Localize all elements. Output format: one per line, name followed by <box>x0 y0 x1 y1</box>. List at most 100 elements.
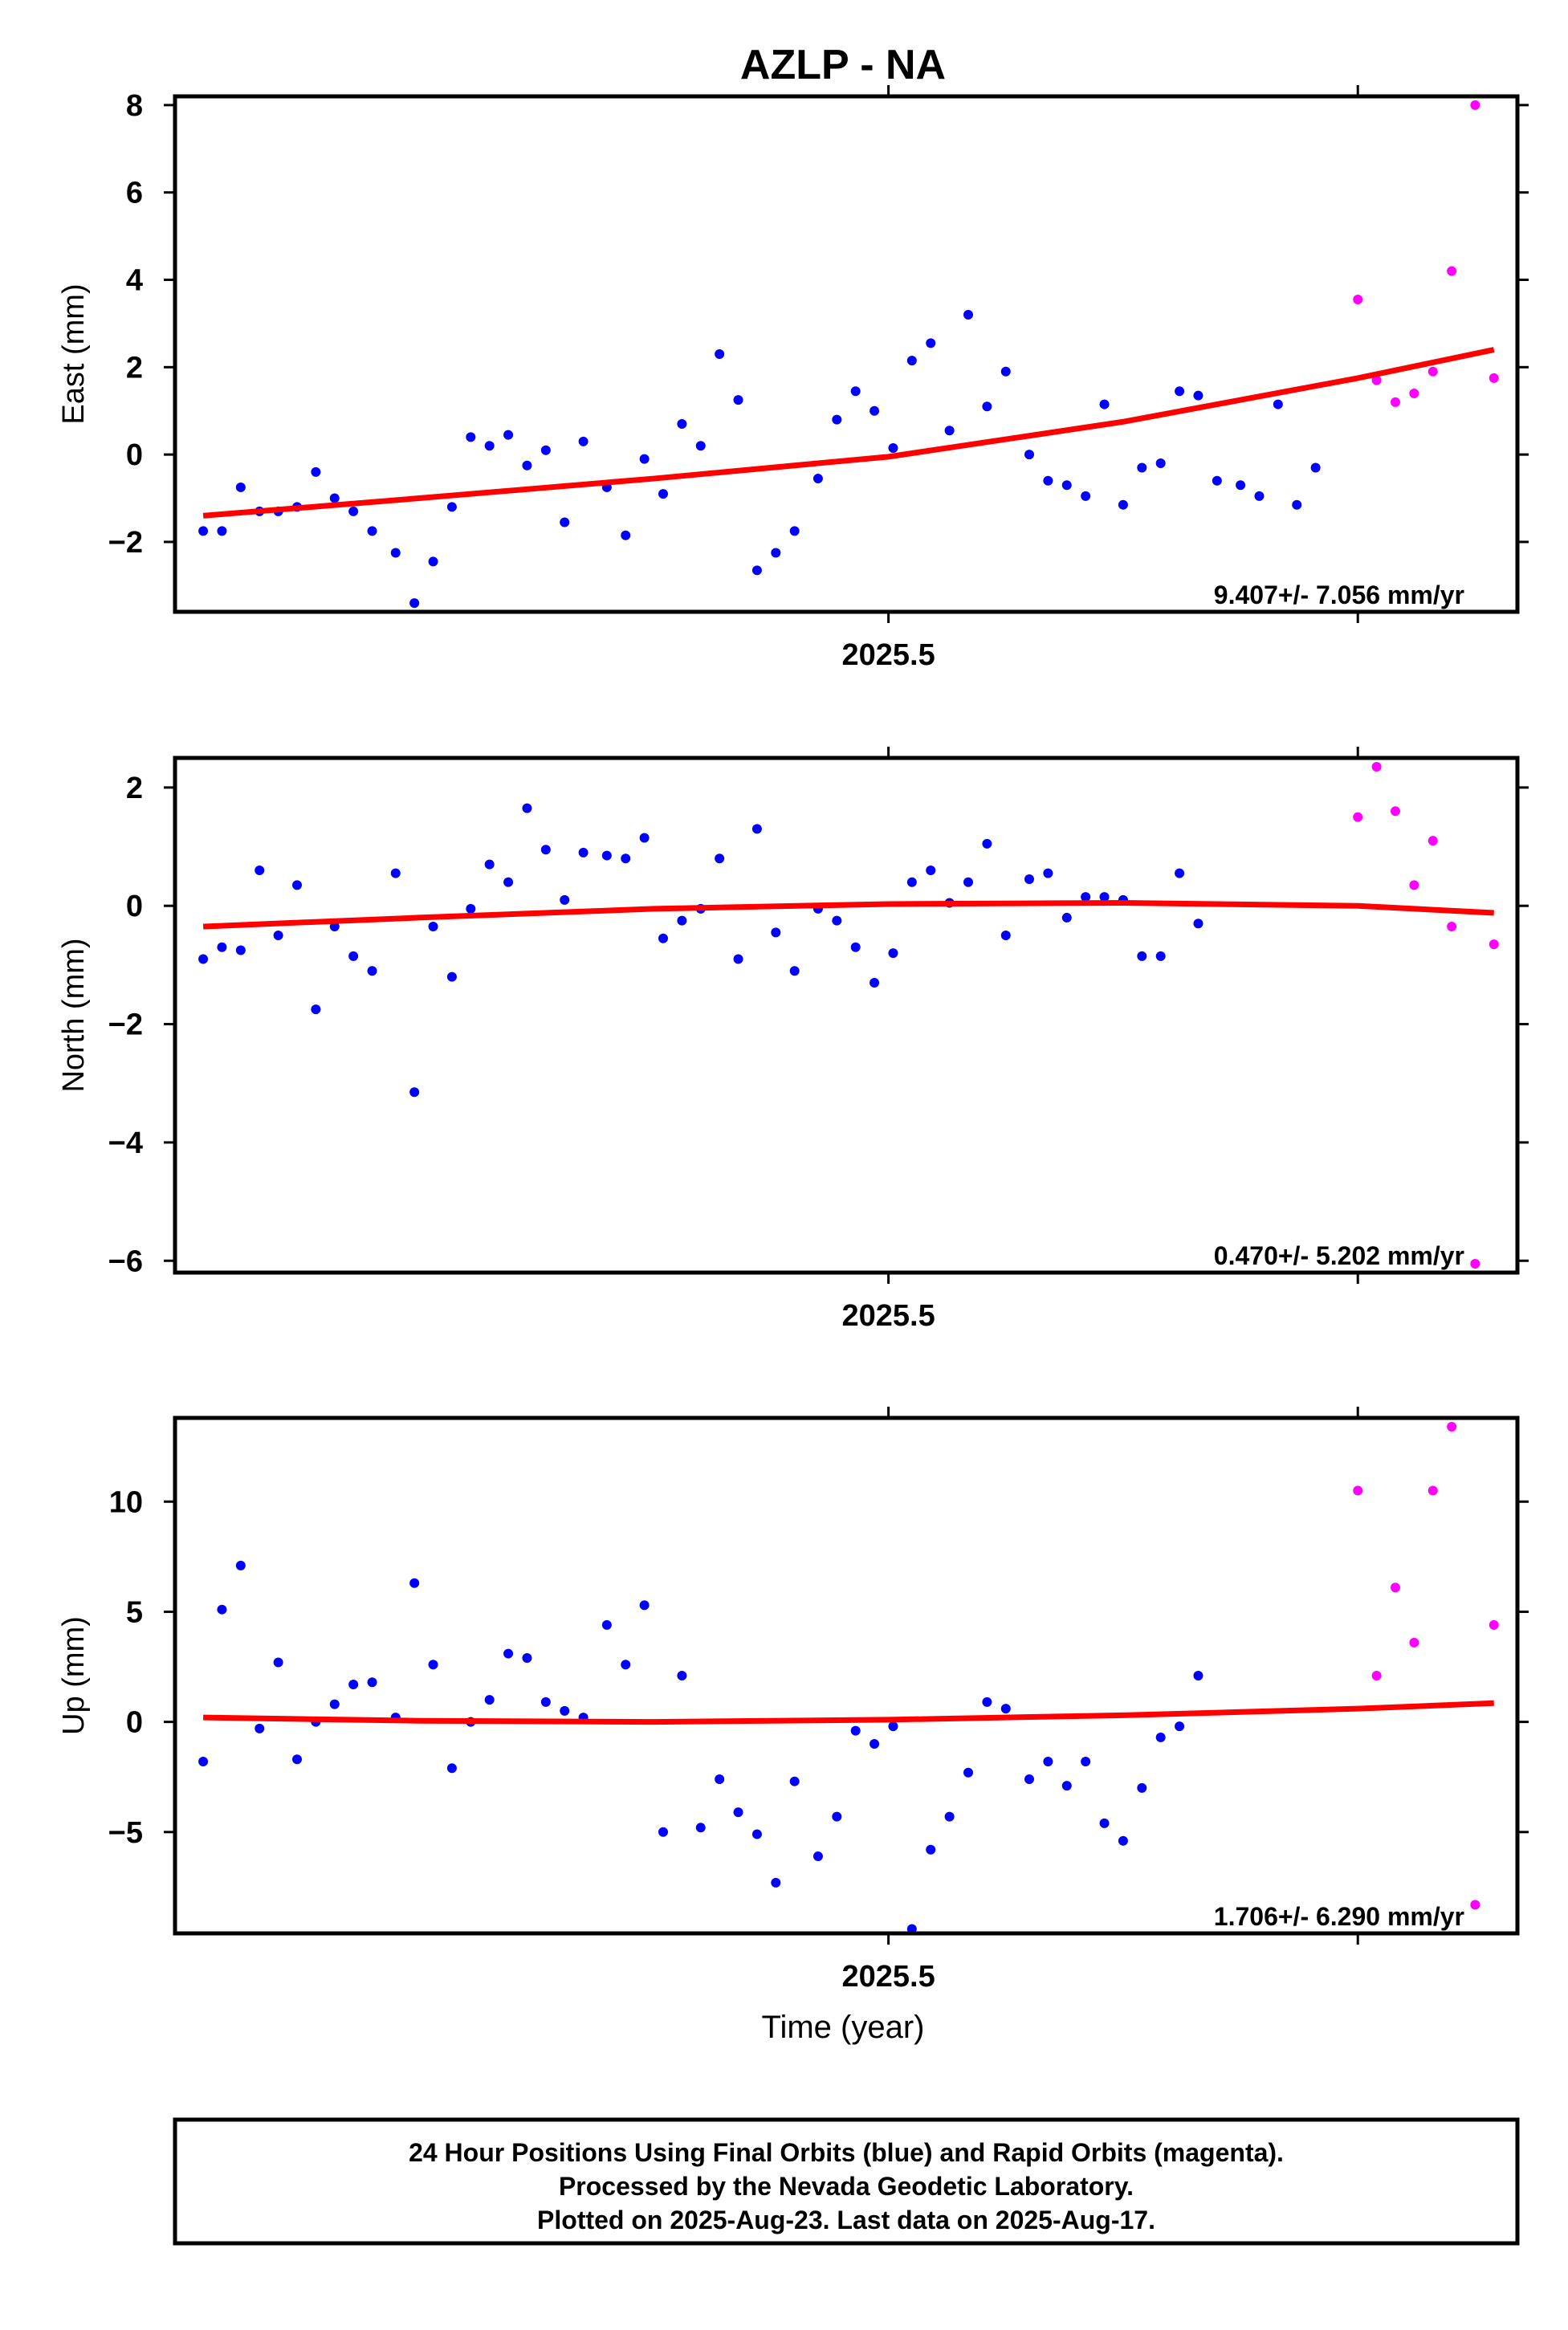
north-final-point <box>428 921 438 931</box>
east-rapid-point <box>1409 388 1419 398</box>
east-ytick-label: 2 <box>126 351 143 385</box>
up-final-point <box>850 1725 861 1736</box>
up-final-point <box>677 1671 687 1680</box>
east-final-point <box>1273 399 1283 409</box>
up-final-point <box>926 1844 936 1855</box>
east-ytick-label: 4 <box>126 264 143 298</box>
up-final-point <box>813 1851 823 1861</box>
up-plot-area <box>198 1421 1499 1933</box>
panels: −2 0 2 4 6 8 2025.5 East (mm) 9.407+/- 7.056 mm/… <box>57 85 1529 1994</box>
up-final-point <box>560 1705 570 1716</box>
north-final-point <box>1099 892 1110 902</box>
up-final-point <box>428 1660 438 1670</box>
north-final-point <box>367 966 377 976</box>
up-final-point <box>1024 1774 1034 1784</box>
up-final-point <box>715 1774 725 1784</box>
up-ytick-label: 0 <box>126 1706 143 1740</box>
up-panel: −5 0 5 10 2025.5 Up (mm) 1.706+/- 6.290 mm/yr <box>57 1407 1529 1994</box>
north-final-point <box>677 915 687 926</box>
north-final-point <box>751 824 762 834</box>
up-final-point <box>522 1653 532 1664</box>
east-y-axis-label: East (mm) <box>57 283 91 424</box>
up-final-point <box>255 1723 265 1733</box>
up-final-point <box>695 1823 706 1833</box>
east-final-point <box>695 441 706 451</box>
east-final-point <box>329 493 340 503</box>
north-final-point <box>217 942 227 952</box>
north-final-point <box>771 927 781 938</box>
up-final-point <box>446 1763 457 1774</box>
east-rapid-point <box>1353 294 1363 304</box>
east-final-point <box>658 489 668 499</box>
up-trend-line <box>203 1700 1494 1725</box>
east-final-point <box>888 442 898 453</box>
north-final-point <box>1061 912 1072 923</box>
up-final-point <box>1081 1757 1091 1766</box>
east-final-point <box>789 526 800 536</box>
north-final-point <box>292 880 302 890</box>
east-rapid-point <box>1447 266 1457 276</box>
north-final-point <box>329 921 340 931</box>
east-final-point <box>484 441 495 451</box>
up-final-point <box>658 1827 668 1837</box>
up-final-point <box>1193 1671 1203 1680</box>
north-rapid-point <box>1427 836 1438 846</box>
north-rapid-point <box>1489 939 1499 950</box>
north-rapid-point <box>1409 880 1419 890</box>
up-frame <box>173 1416 1520 1936</box>
up-final-point <box>1155 1732 1166 1742</box>
up-final-point <box>329 1699 340 1709</box>
up-final-point <box>789 1776 800 1786</box>
up-final-point <box>503 1648 514 1659</box>
up-rapid-point <box>1470 1900 1480 1910</box>
east-final-point <box>944 426 955 436</box>
north-final-point <box>715 853 725 864</box>
north-xtick-label: 2025.5 <box>841 1299 935 1333</box>
east-final-point <box>198 526 209 536</box>
east-final-point <box>217 526 227 536</box>
east-final-point <box>1254 491 1265 501</box>
east-trend-line <box>202 347 1495 519</box>
north-final-point <box>235 945 246 955</box>
east-final-point <box>1155 458 1166 469</box>
north-final-point <box>926 865 936 875</box>
east-final-point <box>409 598 420 609</box>
north-final-point <box>390 868 401 878</box>
up-final-point <box>982 1697 992 1707</box>
east-final-point <box>850 386 861 397</box>
north-final-point <box>906 877 917 887</box>
north-y-axis-label: North (mm) <box>57 938 91 1092</box>
east-rate-label: 9.407+/- 7.056 mm/yr <box>1214 580 1464 609</box>
north-final-point <box>1137 951 1147 961</box>
up-final-point <box>217 1604 227 1615</box>
up-final-point <box>944 1811 955 1822</box>
east-final-point <box>1081 491 1091 501</box>
north-panel: −6 −4 −2 0 2 2025.5 North (mm) 0.470+/- 5.202 m… <box>57 747 1529 1333</box>
north-final-point <box>850 942 861 952</box>
north-final-point <box>255 865 265 875</box>
east-final-point <box>367 526 377 536</box>
east-final-point <box>522 460 532 470</box>
east-frame <box>173 94 1520 614</box>
north-final-point <box>273 931 283 941</box>
footer-line-3: Plotted on 2025-Aug-23. Last data on 202… <box>537 2206 1155 2234</box>
north-final-point <box>1155 951 1166 961</box>
east-plot-area <box>198 100 1499 609</box>
up-final-point <box>639 1600 650 1611</box>
east-final-point <box>733 395 743 405</box>
up-final-point <box>292 1754 302 1765</box>
east-final-point <box>1292 499 1302 510</box>
north-final-point <box>621 853 631 864</box>
east-final-point <box>1175 386 1185 397</box>
east-ytick-label: −2 <box>108 526 143 560</box>
up-final-point <box>888 1721 898 1732</box>
north-final-point <box>870 977 880 988</box>
up-final-point <box>348 1679 359 1689</box>
north-rate-label: 0.470+/- 5.202 mm/yr <box>1214 1241 1464 1270</box>
east-final-point <box>1310 462 1321 473</box>
east-panel: −2 0 2 4 6 8 2025.5 East (mm) 9.407+/- 7.056 mm/… <box>57 85 1529 672</box>
east-final-point <box>870 405 880 416</box>
east-final-point <box>677 419 687 430</box>
up-final-point <box>963 1767 973 1778</box>
